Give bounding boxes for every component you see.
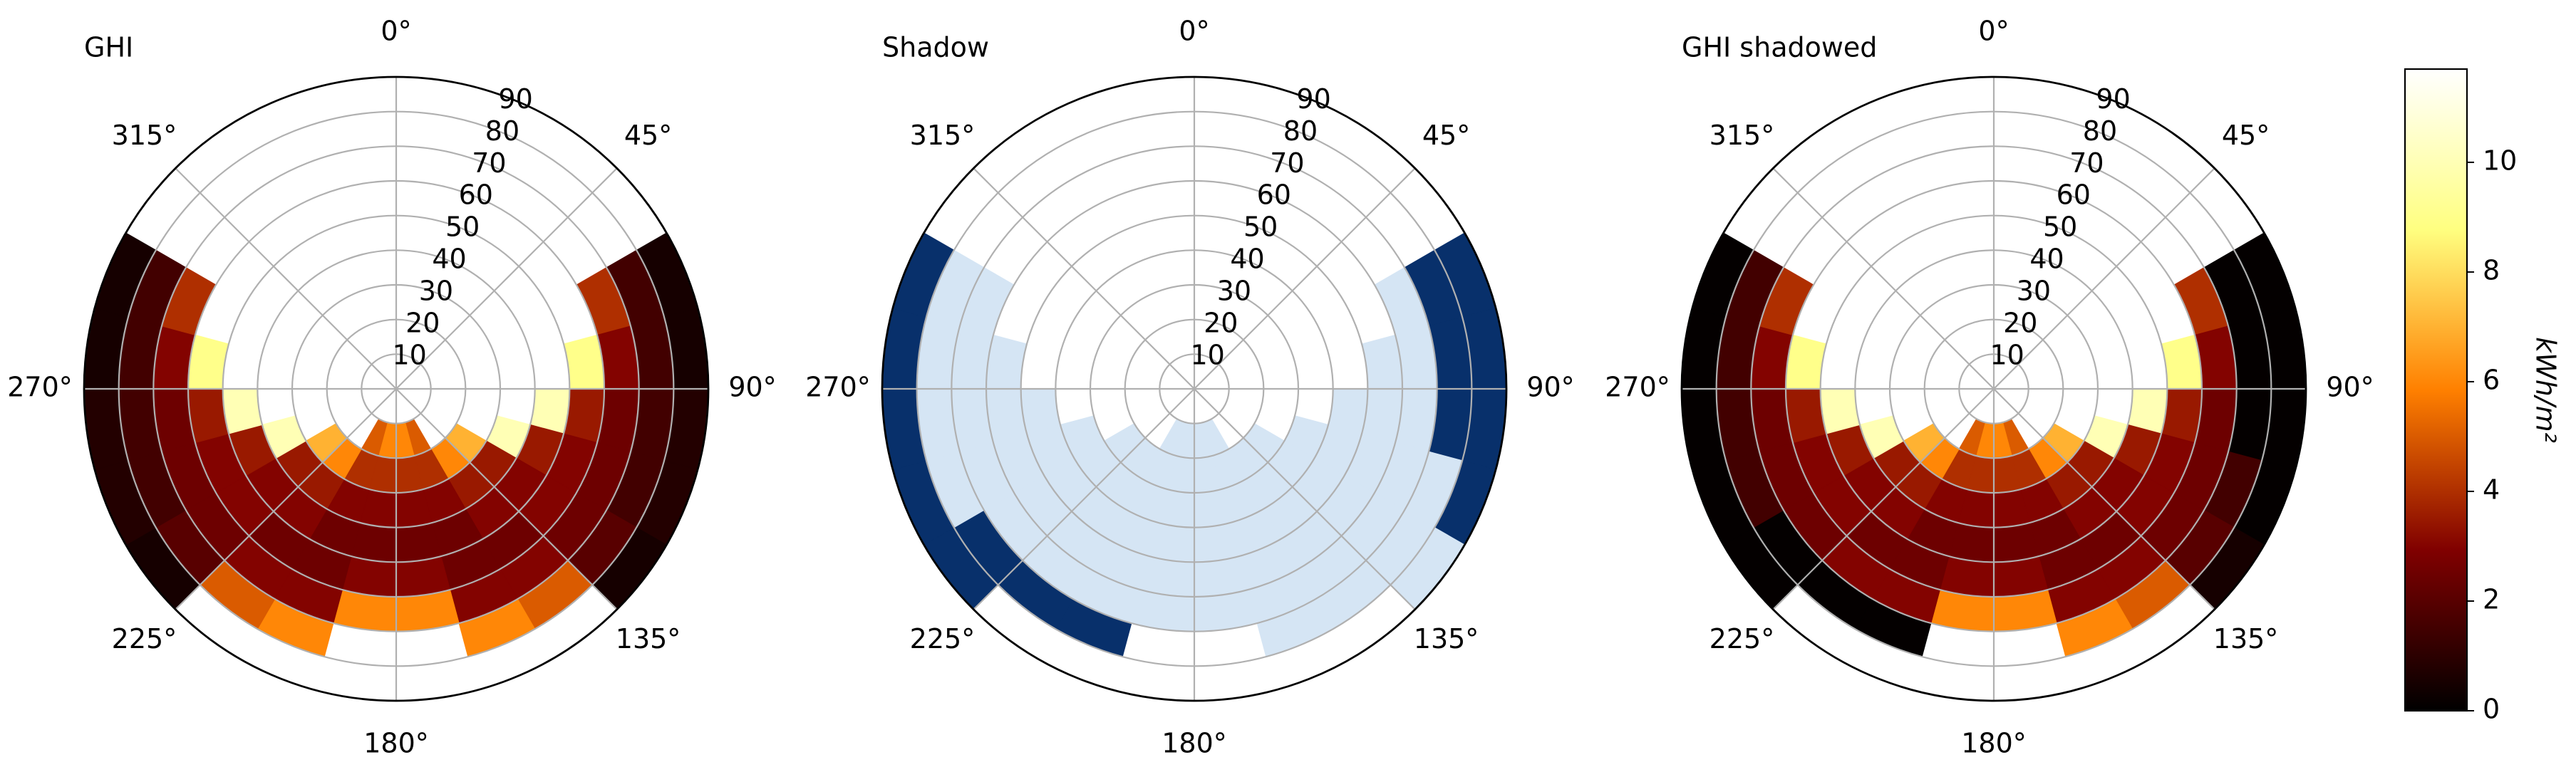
theta-tick-label: 270° <box>1605 372 1670 403</box>
grid-spoke <box>973 167 1195 390</box>
theta-tick-label: 45° <box>624 120 672 151</box>
grid-spoke <box>1993 388 2215 610</box>
theta-tick-label: 90° <box>2326 372 2374 403</box>
colorbar-tick-label: 2 <box>2483 583 2500 615</box>
r-tick-label: 80 <box>2083 115 2117 147</box>
grid-spoke <box>1194 388 1416 610</box>
grid-spoke <box>395 388 618 610</box>
theta-tick-label: 45° <box>2222 120 2270 151</box>
colorbar-tick-label: 4 <box>2483 474 2500 505</box>
r-tick-label: 60 <box>1257 179 1291 211</box>
colorbar-tick-label: 10 <box>2483 145 2517 176</box>
r-tick-label: 40 <box>1230 244 1264 275</box>
theta-tick-label: 315° <box>112 120 177 151</box>
theta-tick-label: 315° <box>910 120 976 151</box>
theta-tick-label: 180° <box>1961 728 2027 759</box>
colorbar <box>2404 68 2468 712</box>
r-tick-label: 10 <box>1190 340 1224 371</box>
r-tick-label: 70 <box>472 147 506 179</box>
grid-spoke <box>1772 388 1995 610</box>
panel-title: Shadow <box>882 32 989 63</box>
frame <box>881 75 1508 702</box>
grid-spoke <box>175 388 397 610</box>
grid-spoke <box>1772 167 1995 390</box>
r-tick-label: 50 <box>445 212 480 243</box>
r-tick-label: 90 <box>2096 83 2130 115</box>
r-tick-label: 80 <box>1283 115 1318 147</box>
theta-tick-label: 0° <box>1179 16 1209 47</box>
grid-spoke <box>395 167 618 390</box>
theta-tick-label: 225° <box>112 623 177 654</box>
grid-spoke <box>175 167 397 390</box>
r-tick-label: 70 <box>2069 147 2104 179</box>
r-tick-label: 40 <box>432 244 466 275</box>
theta-tick-label: 225° <box>910 623 976 654</box>
theta-tick-label: 270° <box>805 372 871 403</box>
theta-tick-label: 180° <box>1162 728 1227 759</box>
colorbar-tick-label: 8 <box>2483 254 2500 286</box>
theta-tick-label: 0° <box>1978 16 2009 47</box>
r-tick-label: 90 <box>1296 83 1330 115</box>
r-tick-label: 30 <box>419 276 453 307</box>
r-tick-label: 90 <box>498 83 532 115</box>
r-tick-label: 20 <box>405 308 440 339</box>
r-tick-label: 80 <box>485 115 519 147</box>
grid-spoke <box>1194 167 1416 390</box>
r-tick-label: 20 <box>2003 308 2037 339</box>
r-tick-label: 30 <box>1217 276 1251 307</box>
theta-tick-label: 90° <box>728 372 776 403</box>
grid-spoke <box>973 388 1195 610</box>
grid-spoke <box>1993 167 2215 390</box>
r-tick-label: 60 <box>2057 179 2091 211</box>
r-tick-label: 70 <box>1270 147 1304 179</box>
theta-tick-label: 135° <box>616 623 681 654</box>
r-tick-label: 30 <box>2017 276 2051 307</box>
colorbar-label: kWh/m² <box>2530 337 2562 443</box>
colorbar-tick-label: 6 <box>2483 364 2500 395</box>
frame <box>1680 75 2307 702</box>
r-tick-label: 50 <box>1243 212 1278 243</box>
theta-tick-label: 135° <box>1414 623 1479 654</box>
r-tick-label: 50 <box>2043 212 2077 243</box>
r-tick-label: 60 <box>459 179 493 211</box>
colorbar-tick-label: 0 <box>2483 694 2500 725</box>
r-tick-label: 10 <box>1990 340 2024 371</box>
theta-tick-label: 135° <box>2213 623 2279 654</box>
theta-tick-label: 225° <box>1709 623 1775 654</box>
theta-tick-label: 90° <box>1526 372 1574 403</box>
theta-tick-label: 180° <box>363 728 429 759</box>
theta-tick-label: 270° <box>7 372 73 403</box>
panel-title: GHI <box>84 32 133 63</box>
theta-tick-label: 45° <box>1422 120 1470 151</box>
r-tick-label: 20 <box>1204 308 1238 339</box>
frame <box>83 75 710 702</box>
theta-tick-label: 0° <box>381 16 411 47</box>
r-tick-label: 40 <box>2029 244 2064 275</box>
r-tick-label: 10 <box>392 340 426 371</box>
panel-title: GHI shadowed <box>1682 32 1877 63</box>
theta-tick-label: 315° <box>1709 120 1775 151</box>
